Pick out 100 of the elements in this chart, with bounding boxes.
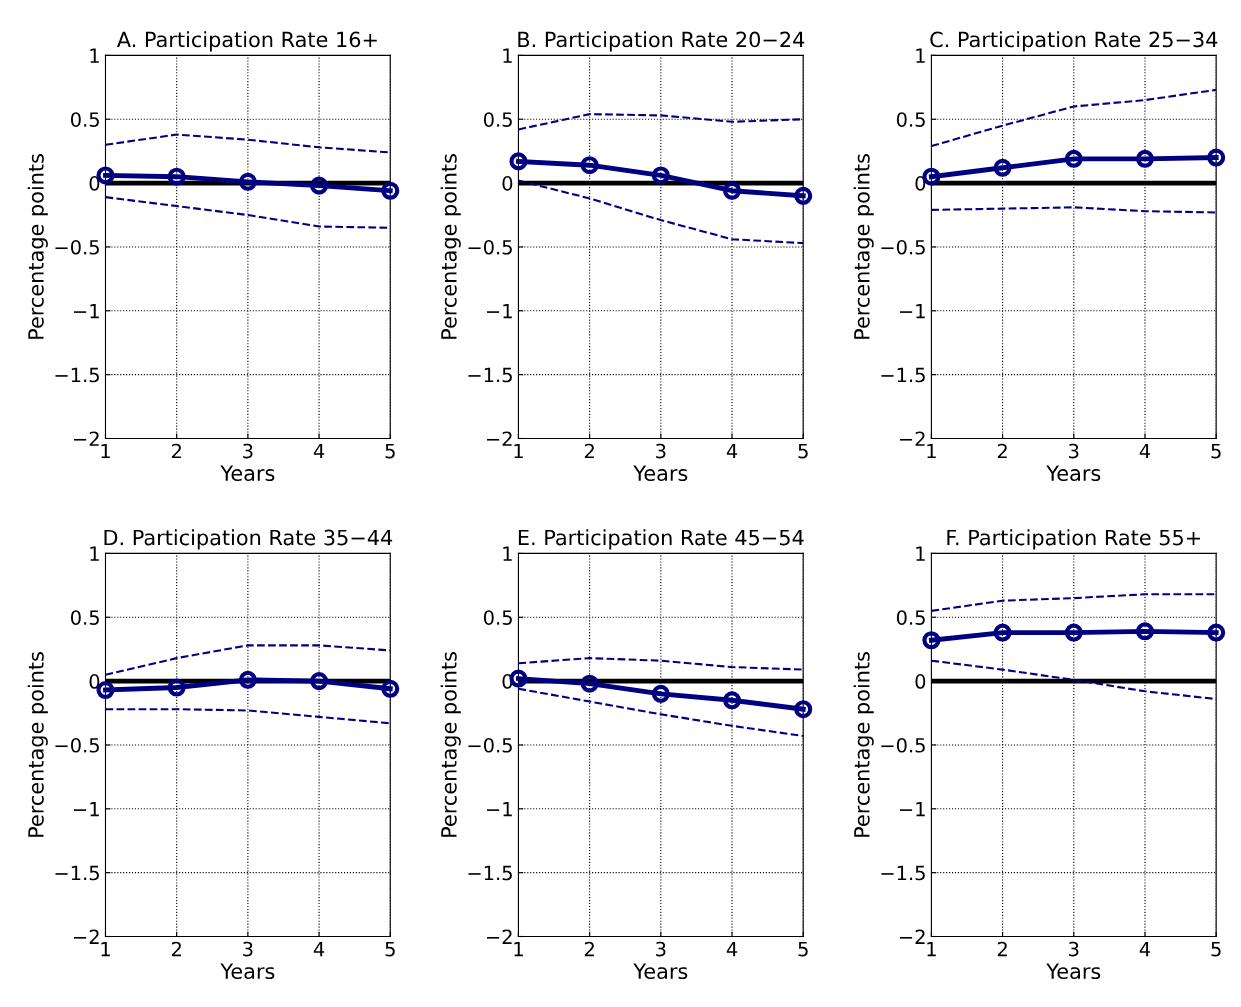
x-tick-label: 5 bbox=[798, 443, 808, 459]
x-tick-label: 2 bbox=[997, 443, 1007, 459]
x-tick-label: 2 bbox=[171, 941, 181, 957]
chart-title: B. Participation Rate 20−24 bbox=[518, 31, 805, 52]
y-tick-label: 0 bbox=[89, 176, 100, 191]
x-tick-label: 5 bbox=[385, 443, 395, 459]
x-axis-title: Years bbox=[633, 465, 688, 482]
y-tick-label: −1 bbox=[74, 802, 99, 817]
x-tick-label: 3 bbox=[1069, 941, 1079, 957]
y-tick-label: 0.5 bbox=[896, 112, 925, 127]
point bbox=[238, 172, 257, 191]
chart-title: F. Participation Rate 55+ bbox=[947, 529, 1201, 550]
y-axis-title: Percentage points bbox=[853, 652, 874, 837]
point bbox=[238, 670, 257, 689]
y-tick-label: −1 bbox=[74, 303, 99, 319]
line-series bbox=[517, 657, 805, 671]
point bbox=[509, 152, 528, 171]
y-tick-label: 0 bbox=[502, 176, 513, 191]
point bbox=[723, 181, 742, 200]
x-axis-title: Years bbox=[220, 963, 275, 980]
y-tick-label: −2 bbox=[899, 431, 925, 446]
y-axis-title: Percentage points bbox=[27, 652, 48, 837]
point bbox=[167, 678, 186, 697]
x-tick-label: 1 bbox=[927, 941, 936, 957]
chart-title: E. Participation Rate 45−54 bbox=[518, 529, 804, 550]
point bbox=[381, 679, 400, 698]
y-tick-label: 1 bbox=[90, 48, 99, 63]
y-tick-label: −1.5 bbox=[468, 367, 512, 383]
point bbox=[794, 186, 813, 205]
x-axis-title: Years bbox=[1046, 963, 1101, 980]
y-tick-label: −0.5 bbox=[881, 239, 925, 255]
point bbox=[580, 156, 599, 175]
y-tick-label: 1 bbox=[503, 48, 512, 63]
line-series bbox=[517, 179, 805, 245]
y-tick-label: 0 bbox=[915, 674, 926, 689]
y-tick-label: −1 bbox=[899, 802, 925, 817]
x-tick-label: 4 bbox=[313, 443, 325, 459]
y-tick-label: −2 bbox=[74, 431, 99, 446]
y-tick-label: −0.5 bbox=[55, 239, 99, 255]
point bbox=[310, 176, 329, 195]
chart-title: C. Participation Rate 25−34 bbox=[930, 31, 1218, 52]
y-tick-label: −1.5 bbox=[881, 367, 925, 383]
point bbox=[310, 672, 329, 691]
y-tick-label: −2 bbox=[74, 929, 99, 944]
y-tick-label: 0.5 bbox=[70, 112, 99, 127]
y-tick-label: −1.5 bbox=[881, 865, 925, 881]
y-tick-label: −0.5 bbox=[468, 737, 512, 753]
y-axis-title: Percentage points bbox=[440, 652, 461, 837]
y-tick-label: 0.5 bbox=[70, 610, 99, 625]
x-tick-label: 2 bbox=[584, 941, 594, 957]
x-tick-label: 4 bbox=[726, 443, 738, 459]
y-tick-label: −0.5 bbox=[55, 737, 99, 753]
x-tick-label: 3 bbox=[656, 443, 666, 459]
y-axis-title: Percentage points bbox=[440, 154, 461, 339]
y-axis-title: Percentage points bbox=[27, 154, 48, 339]
y-tick-label: 0.5 bbox=[483, 112, 512, 127]
y-tick-label: −1 bbox=[899, 303, 925, 319]
point bbox=[794, 700, 813, 719]
point bbox=[1064, 149, 1083, 168]
y-tick-label: 1 bbox=[916, 546, 925, 561]
x-axis-title: Years bbox=[1046, 465, 1101, 482]
y-tick-label: −1.5 bbox=[55, 865, 99, 881]
x-tick-label: 3 bbox=[243, 941, 253, 957]
point bbox=[381, 181, 400, 200]
x-tick-label: 4 bbox=[1139, 941, 1151, 957]
point bbox=[723, 691, 742, 710]
y-tick-label: −0.5 bbox=[468, 239, 512, 255]
x-tick-label: 2 bbox=[584, 443, 594, 459]
x-tick-label: 1 bbox=[514, 941, 523, 957]
x-tick-label: 5 bbox=[798, 941, 808, 957]
y-tick-label: −0.5 bbox=[881, 737, 925, 753]
line-series bbox=[104, 708, 392, 725]
y-tick-label: 0 bbox=[89, 674, 100, 689]
x-tick-label: 2 bbox=[171, 443, 181, 459]
x-tick-label: 4 bbox=[313, 941, 325, 957]
y-tick-label: −1 bbox=[486, 802, 512, 817]
y-tick-label: 1 bbox=[916, 48, 925, 63]
point bbox=[993, 158, 1012, 177]
x-tick-label: 1 bbox=[927, 443, 936, 459]
x-tick-label: 4 bbox=[726, 941, 738, 957]
x-tick-label: 2 bbox=[997, 941, 1007, 957]
y-tick-label: −1.5 bbox=[468, 865, 512, 881]
point bbox=[651, 684, 670, 703]
point bbox=[580, 674, 599, 693]
y-tick-label: 1 bbox=[503, 546, 512, 561]
y-axis-title: Percentage points bbox=[853, 154, 874, 339]
x-axis-title: Years bbox=[633, 963, 688, 980]
point bbox=[167, 167, 186, 186]
y-tick-label: −2 bbox=[486, 929, 512, 944]
x-tick-label: 5 bbox=[385, 941, 395, 957]
x-tick-label: 1 bbox=[101, 941, 110, 957]
x-tick-label: 3 bbox=[243, 443, 253, 459]
x-tick-label: 4 bbox=[1139, 443, 1151, 459]
y-tick-label: 0.5 bbox=[483, 610, 512, 625]
x-tick-label: 1 bbox=[101, 443, 110, 459]
chart-title: D. Participation Rate 35−44 bbox=[104, 529, 393, 550]
line-series bbox=[930, 88, 1218, 148]
y-tick-label: −2 bbox=[899, 929, 925, 944]
point bbox=[1135, 149, 1155, 168]
x-tick-label: 1 bbox=[514, 443, 523, 459]
